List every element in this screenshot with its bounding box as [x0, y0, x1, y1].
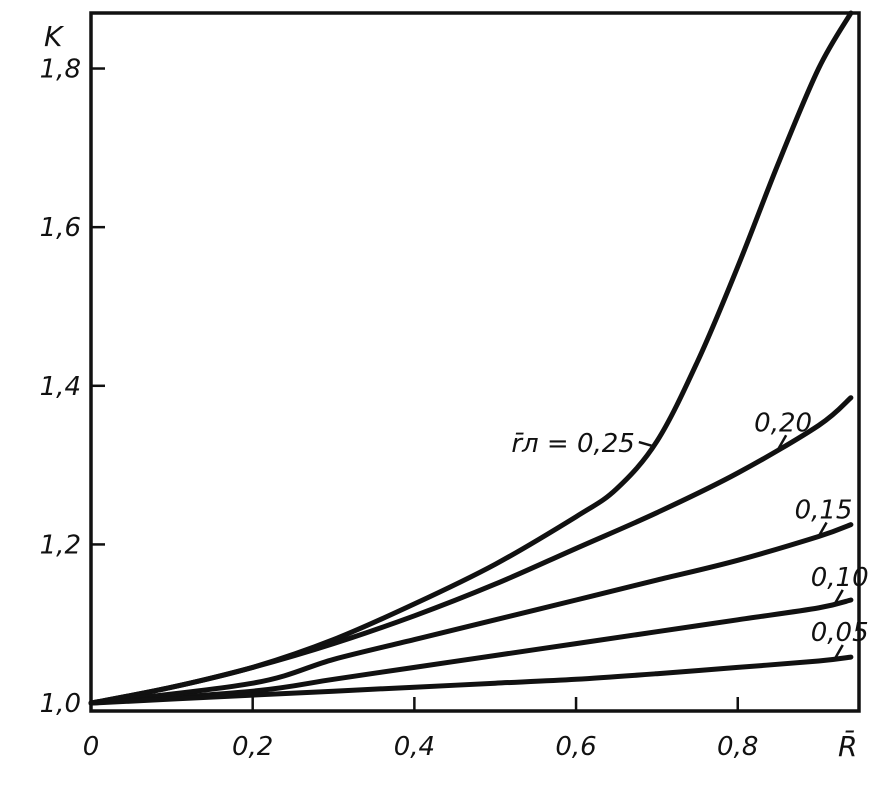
x-tick-label: 0,8: [717, 732, 758, 762]
y-tick-label: 1,0: [40, 689, 81, 719]
series-label-leader: [833, 644, 844, 660]
series-label-leader: [833, 589, 844, 605]
x-axis-label: R̄: [838, 729, 857, 763]
y-tick-label: 1,4: [40, 372, 81, 402]
series-curves: [88, 10, 854, 706]
curve-series-4: [88, 597, 854, 706]
x-axis-ticks: 0 0,2 0,4 0,6 0,8: [83, 697, 758, 762]
y-tick-label: 1,8: [40, 55, 81, 85]
x-tick-label: 0: [83, 732, 100, 762]
series-label: r̄л = 0,25: [511, 429, 635, 459]
x-tick-label: 0,2: [232, 732, 273, 762]
y-tick-label: 1,6: [40, 213, 81, 243]
series-label: 0,05: [811, 618, 869, 648]
curve-series-3: [88, 522, 854, 706]
series-label: 0,10: [811, 563, 869, 593]
series-labels: r̄л = 0,25 0,20 0,15 0,10 0,05: [511, 408, 869, 660]
series-label-leader: [777, 434, 788, 450]
curve-series-1: [88, 10, 854, 706]
y-axis-ticks: 1,0 1,2 1,4 1,6 1,8: [40, 55, 105, 719]
series-label-leader: [817, 521, 828, 538]
curve-series-2: [88, 395, 854, 706]
series-label: 0,20: [754, 408, 812, 438]
curve-series-5: [88, 654, 854, 706]
series-label: 0,15: [795, 496, 853, 526]
plot-frame: [89, 11, 861, 713]
x-tick-label: 0,6: [555, 732, 596, 762]
series-label-leader: [638, 440, 654, 448]
x-tick-label: 0,4: [394, 732, 435, 762]
y-tick-label: 1,2: [40, 530, 81, 560]
y-axis-label: K: [44, 20, 65, 53]
